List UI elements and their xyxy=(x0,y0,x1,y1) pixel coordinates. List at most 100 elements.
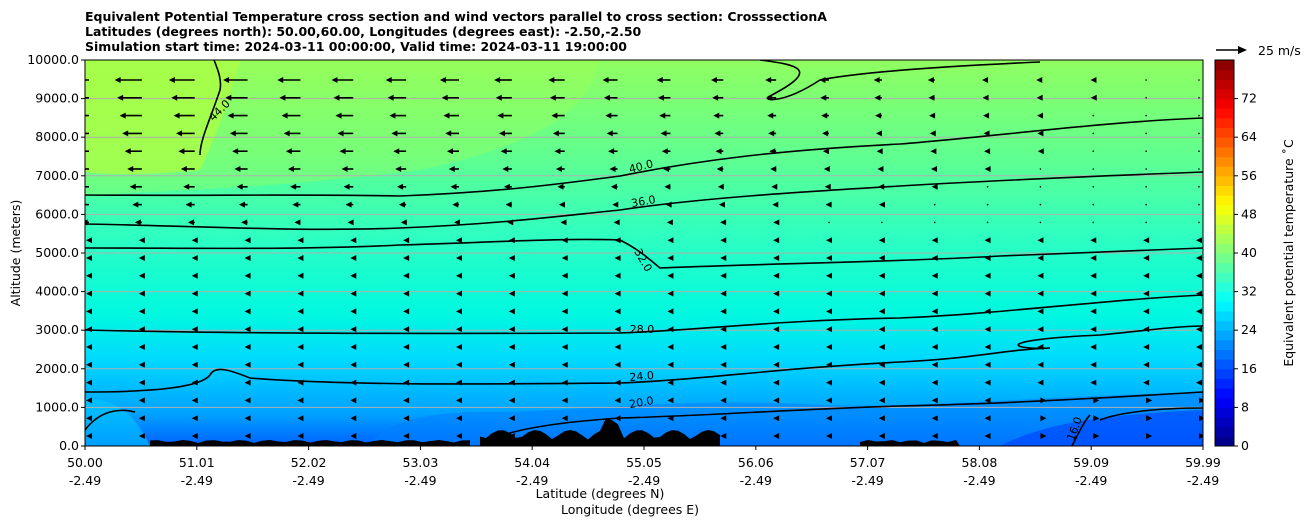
colorbar-band xyxy=(1215,320,1234,331)
wind-vector xyxy=(984,344,991,350)
colorbar-band xyxy=(1215,88,1234,100)
wind-vector xyxy=(984,415,991,422)
wind-vector xyxy=(350,255,357,261)
wind-vector xyxy=(119,112,142,119)
y-tick-label: 5000.0 xyxy=(35,245,79,260)
wind-vector xyxy=(497,112,512,119)
wind-vector xyxy=(614,237,621,244)
wind-vector xyxy=(1039,186,1042,188)
wind-vector xyxy=(297,415,304,422)
wind-vector xyxy=(138,379,145,386)
wind-vector xyxy=(1092,168,1095,170)
wind-vector xyxy=(612,201,619,208)
wind-vector xyxy=(244,379,251,386)
y-tick-label: 10000.0 xyxy=(27,52,79,67)
wind-vector xyxy=(1145,203,1147,206)
wind-vector xyxy=(819,77,829,83)
wind-vector xyxy=(614,379,621,386)
wind-vector xyxy=(608,148,618,155)
wind-vector xyxy=(350,237,357,244)
wind-vector xyxy=(1039,203,1042,206)
wind-vector xyxy=(718,201,725,208)
colorbar-band xyxy=(1215,137,1234,148)
wind-vector xyxy=(560,219,567,226)
wind-vector xyxy=(770,166,777,172)
wind-vector xyxy=(1037,237,1044,244)
wind-vector xyxy=(873,77,882,83)
wind-vector xyxy=(874,94,882,101)
wind-vector xyxy=(773,433,780,439)
wind-vector xyxy=(446,148,459,155)
wind-vector xyxy=(287,166,301,172)
wind-vector xyxy=(244,397,251,404)
wind-vector xyxy=(1090,255,1097,261)
wind-vector xyxy=(456,255,462,261)
wind-vector xyxy=(508,326,515,333)
wind-vector xyxy=(238,201,248,208)
wind-vector xyxy=(1036,94,1043,101)
wind-vector xyxy=(878,290,885,297)
wind-vector xyxy=(1090,94,1097,101)
contour-line-32 xyxy=(85,238,1203,269)
wind-vector xyxy=(297,433,304,439)
wind-vector xyxy=(297,326,304,333)
wind-vector xyxy=(456,272,462,279)
y-axis-label: Altitude (meters) xyxy=(8,200,23,307)
wind-vector xyxy=(134,219,142,226)
y-tick-label: 6000.0 xyxy=(35,206,79,221)
wind-vector xyxy=(127,166,142,172)
wind-vector xyxy=(1145,186,1147,188)
wind-vector xyxy=(613,219,620,226)
wind-vector xyxy=(984,379,991,386)
colorbar-band xyxy=(1215,417,1234,428)
title-line-1: Equivalent Potential Temperature cross s… xyxy=(85,9,827,24)
wind-vector xyxy=(1040,415,1047,422)
x-tick-label-lon: -2.49 xyxy=(292,473,324,488)
wind-vector xyxy=(505,201,512,208)
wind-vector xyxy=(500,148,512,155)
wind-vector xyxy=(395,166,407,172)
wind-vector xyxy=(138,290,145,297)
wind-vector xyxy=(225,94,248,101)
wind-vector xyxy=(1146,433,1153,439)
wind-vector xyxy=(350,272,357,279)
wind-vector xyxy=(1198,168,1200,170)
colorbar-band xyxy=(1215,214,1234,225)
colorbar-tick-label: 24 xyxy=(1241,322,1257,337)
wind-vector xyxy=(187,219,195,226)
wind-vector xyxy=(1039,168,1042,170)
x-tick-label-lat: 59.09 xyxy=(1073,455,1109,470)
wind-vector xyxy=(1198,221,1200,224)
x-tick-label-lat: 59.99 xyxy=(1185,455,1221,470)
wind-vector xyxy=(929,112,936,119)
wind-vector xyxy=(1143,255,1150,261)
wind-vector xyxy=(138,255,145,261)
wind-vector xyxy=(878,415,885,422)
wind-vector xyxy=(244,272,251,279)
wind-vector xyxy=(244,290,251,297)
wind-vector xyxy=(86,344,92,350)
wind-vector xyxy=(1198,186,1200,188)
wind-vector xyxy=(1146,415,1153,422)
colorbar-band xyxy=(1215,108,1234,119)
wind-vector xyxy=(244,344,251,350)
wind-vector xyxy=(85,150,89,152)
wind-vector xyxy=(826,397,832,404)
contour-line-20 xyxy=(85,391,1203,446)
wind-vector xyxy=(1093,433,1100,439)
wind-vector xyxy=(1145,168,1147,170)
wind-vector xyxy=(85,114,89,117)
wind-vector xyxy=(773,361,780,368)
wind-vector xyxy=(561,344,568,350)
wind-vector xyxy=(614,344,621,350)
wind-vector xyxy=(561,379,568,386)
terrain-profile-right xyxy=(860,440,960,446)
x-tick-label-lat: 55.05 xyxy=(626,455,662,470)
wind-vector xyxy=(403,308,410,315)
wind-vector xyxy=(773,344,780,350)
wind-vector xyxy=(773,290,780,297)
wind-vector xyxy=(931,272,938,279)
colorbar-band xyxy=(1215,378,1234,389)
quiver-key-label: 25 m/s xyxy=(1258,43,1301,58)
wind-vector xyxy=(824,183,831,190)
